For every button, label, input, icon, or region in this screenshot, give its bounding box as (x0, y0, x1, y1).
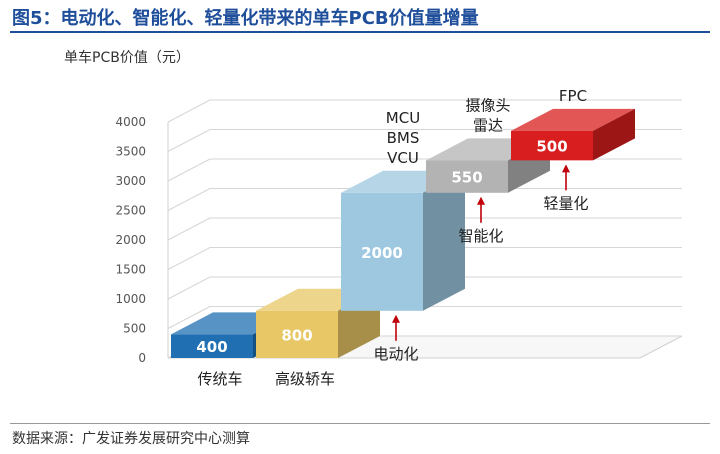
bar: 500 (511, 108, 635, 161)
bar-front (171, 334, 253, 358)
bar-value-label: 800 (281, 326, 312, 344)
component-label: MCU (386, 109, 420, 127)
y-tick-label: 0 (138, 351, 146, 365)
bar-value-label: 550 (451, 169, 482, 187)
bar: 2000 (341, 170, 465, 311)
category-labels: 传统车 高级轿车 (197, 370, 335, 388)
component-label: FPC (559, 87, 587, 105)
gridline-left (167, 188, 211, 211)
arrow-head (392, 314, 400, 323)
category-label: 高级轿车 (275, 370, 335, 388)
component-label: 摄像头 (465, 96, 510, 114)
bar-top (511, 108, 635, 131)
gridline-left (167, 99, 211, 123)
y-tick-label: 4000 (115, 115, 146, 129)
bar-front (256, 310, 338, 358)
component-label: BMS (387, 129, 420, 147)
driver-label: 智能化 (458, 227, 503, 245)
y-tick-label: 2000 (115, 233, 146, 247)
driver-label: 电动化 (373, 345, 418, 363)
y-axis-label: 单车PCB价值（元） (64, 49, 190, 66)
source-note: 数据来源：广发证券发展研究中心测算 (12, 431, 250, 447)
source-divider (10, 423, 710, 424)
title-divider (10, 31, 710, 33)
component-label: VCU (387, 149, 419, 167)
gridline-left (167, 217, 211, 241)
gridline-left (167, 129, 211, 152)
bar-value-label: 400 (196, 338, 227, 356)
bar-value-label: 500 (536, 138, 567, 156)
y-tick-label: 1500 (115, 263, 146, 277)
arrow-head (477, 196, 485, 205)
gridline-left (167, 158, 211, 182)
gridline-left (167, 306, 211, 329)
driver-label: 轻量化 (543, 194, 588, 212)
gridline-left (167, 247, 211, 270)
arrow-head (562, 164, 570, 173)
y-tick-label: 3000 (115, 174, 146, 188)
bar-side (593, 108, 635, 161)
y-tick-label: 3500 (115, 145, 146, 159)
y-tick-label: 1000 (115, 292, 146, 306)
bars-layer: 400 800 2000 550 500 (171, 108, 635, 358)
bar-value-label: 2000 (361, 244, 403, 262)
bar-front (511, 130, 593, 161)
bar-side (423, 170, 465, 311)
chart-title: 图5：电动化、智能化、轻量化带来的单车PCB价值量增量 (12, 8, 479, 29)
bar-front (426, 160, 508, 193)
bar-front (341, 192, 423, 311)
y-tick-label: 2500 (115, 204, 146, 218)
category-label: 传统车 (197, 370, 242, 388)
y-tick-labels: 0 500 1000 1500 2000 2500 3000 3500 4000 (115, 115, 146, 365)
component-label: 雷达 (473, 116, 503, 134)
y-tick-label: 500 (123, 322, 146, 336)
gridline-left (167, 276, 211, 300)
